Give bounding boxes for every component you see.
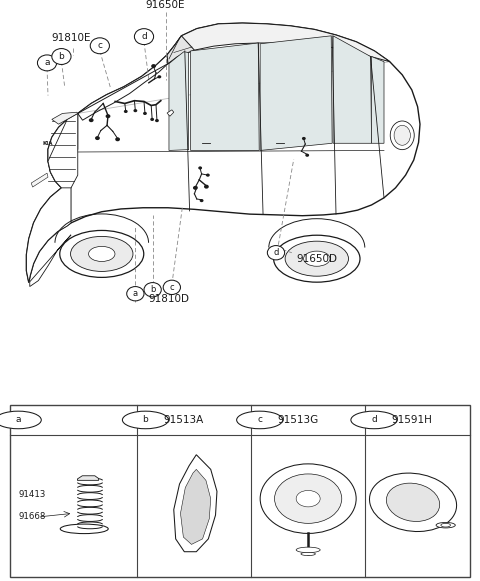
Ellipse shape — [436, 522, 456, 528]
Polygon shape — [31, 173, 48, 187]
Text: 91591H: 91591H — [392, 415, 432, 425]
Text: 91650D: 91650D — [297, 254, 337, 264]
Circle shape — [95, 136, 100, 140]
Polygon shape — [333, 36, 372, 144]
Circle shape — [134, 28, 154, 45]
Circle shape — [302, 137, 306, 140]
Text: 91513G: 91513G — [277, 415, 319, 425]
Circle shape — [163, 280, 180, 295]
Circle shape — [150, 118, 154, 121]
Circle shape — [52, 49, 71, 64]
Ellipse shape — [370, 473, 456, 532]
Circle shape — [122, 411, 168, 429]
Text: 91668: 91668 — [18, 512, 46, 521]
Polygon shape — [78, 55, 168, 120]
Polygon shape — [52, 112, 78, 124]
Text: b: b — [59, 52, 64, 61]
Circle shape — [198, 166, 202, 170]
Polygon shape — [30, 235, 71, 286]
Circle shape — [267, 246, 285, 260]
Circle shape — [133, 109, 137, 112]
Ellipse shape — [390, 121, 414, 150]
Circle shape — [115, 137, 120, 141]
Text: 91810D: 91810D — [149, 295, 190, 304]
Polygon shape — [167, 36, 194, 64]
Polygon shape — [167, 110, 174, 116]
Ellipse shape — [274, 235, 360, 282]
Circle shape — [0, 411, 41, 429]
Text: d: d — [273, 248, 279, 257]
Text: c: c — [169, 283, 174, 292]
Text: a: a — [133, 289, 138, 298]
Text: a: a — [15, 415, 21, 425]
Circle shape — [155, 119, 159, 122]
Ellipse shape — [60, 231, 144, 277]
Text: 91413: 91413 — [18, 490, 46, 500]
Text: 91650E: 91650E — [146, 0, 185, 10]
Polygon shape — [77, 476, 99, 480]
Text: a: a — [44, 58, 50, 67]
Circle shape — [151, 64, 156, 68]
Ellipse shape — [275, 474, 342, 523]
Ellipse shape — [304, 251, 330, 266]
Ellipse shape — [301, 553, 315, 555]
Text: c: c — [257, 415, 262, 425]
Circle shape — [200, 199, 204, 202]
Text: b: b — [150, 285, 156, 294]
Circle shape — [237, 411, 283, 429]
Ellipse shape — [88, 246, 115, 261]
Text: b: b — [143, 415, 148, 425]
Polygon shape — [48, 113, 78, 188]
Circle shape — [441, 523, 451, 527]
Polygon shape — [26, 113, 78, 282]
Polygon shape — [260, 36, 332, 150]
Circle shape — [206, 174, 210, 177]
Polygon shape — [180, 469, 211, 544]
Text: c: c — [97, 41, 102, 51]
Circle shape — [193, 186, 198, 190]
Circle shape — [351, 411, 397, 429]
Ellipse shape — [260, 464, 356, 533]
Ellipse shape — [60, 524, 108, 533]
Ellipse shape — [296, 490, 320, 507]
Circle shape — [89, 118, 94, 122]
Polygon shape — [372, 56, 384, 144]
Polygon shape — [174, 455, 217, 552]
Ellipse shape — [394, 125, 410, 145]
Circle shape — [127, 286, 144, 301]
Polygon shape — [26, 23, 420, 282]
Circle shape — [305, 153, 309, 157]
Ellipse shape — [285, 241, 348, 276]
Text: 91810E: 91810E — [51, 33, 91, 43]
Circle shape — [143, 112, 147, 115]
Circle shape — [204, 185, 209, 189]
Text: d: d — [371, 415, 377, 425]
Text: KIA: KIA — [43, 141, 53, 146]
Polygon shape — [191, 43, 259, 150]
Text: d: d — [141, 32, 147, 41]
Circle shape — [157, 75, 161, 78]
Circle shape — [37, 55, 57, 71]
Circle shape — [90, 38, 109, 53]
Ellipse shape — [386, 483, 440, 522]
Polygon shape — [167, 23, 390, 64]
Text: 91513A: 91513A — [163, 415, 204, 425]
Circle shape — [124, 110, 128, 113]
Circle shape — [144, 282, 161, 297]
Ellipse shape — [71, 236, 133, 271]
Ellipse shape — [296, 547, 320, 553]
Circle shape — [106, 114, 110, 118]
Polygon shape — [169, 52, 189, 150]
